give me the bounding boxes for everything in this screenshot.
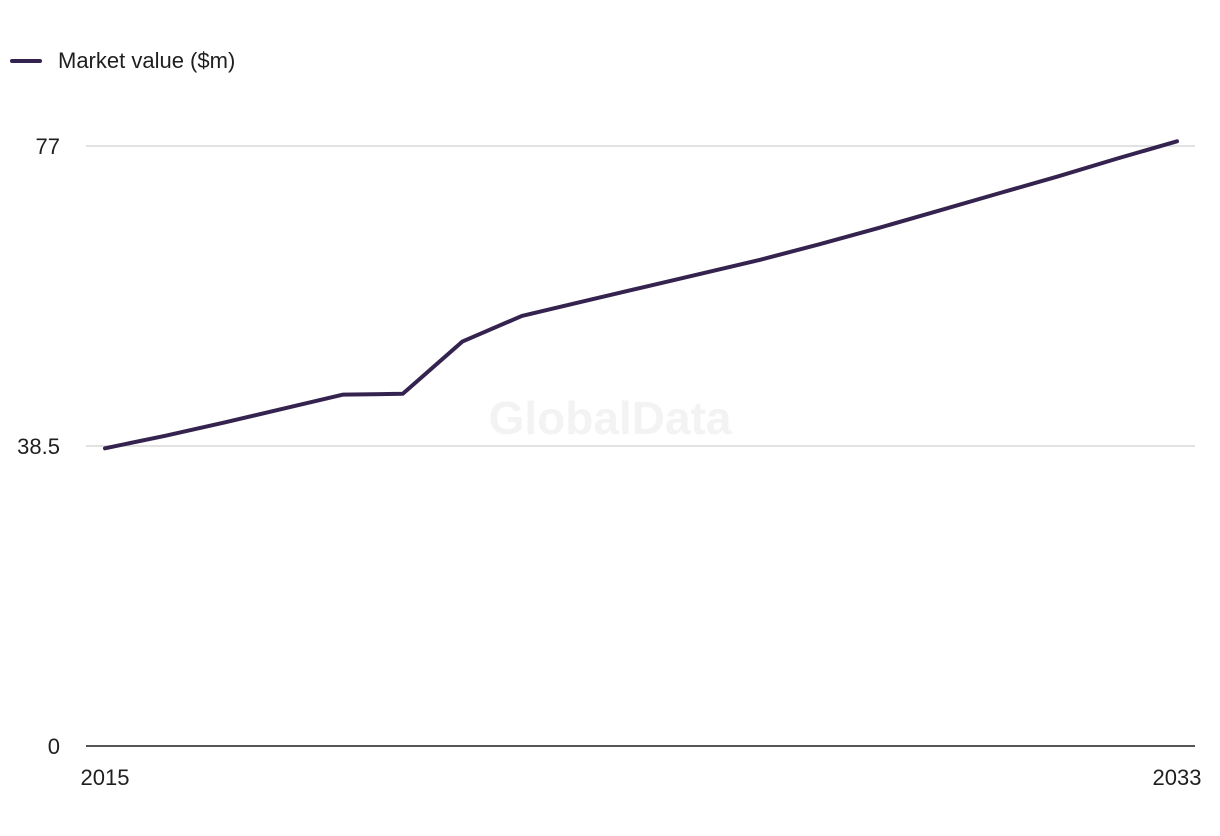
legend-swatch xyxy=(10,59,42,63)
x-tick-label: 2015 xyxy=(81,765,130,790)
x-tick-label: 2033 xyxy=(1153,765,1202,790)
watermark-text: GlobalData xyxy=(489,392,732,444)
legend-label: Market value ($m) xyxy=(58,48,236,73)
y-tick-label: 77 xyxy=(36,134,60,159)
y-tick-label: 0 xyxy=(48,734,60,759)
chart-legend: Market value ($m) xyxy=(10,46,235,76)
series-line-market-value xyxy=(103,139,1179,451)
y-tick-label: 38.5 xyxy=(17,434,60,459)
